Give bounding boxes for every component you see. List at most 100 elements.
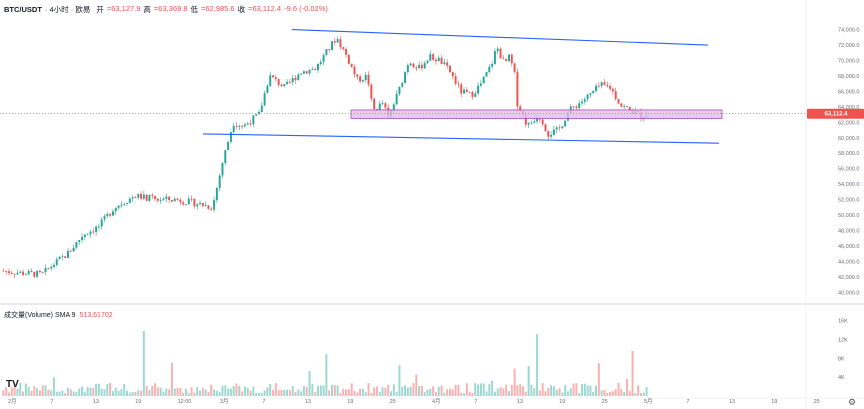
volume-bar (100, 388, 103, 396)
volume-bar (434, 392, 437, 396)
tradingview-logo-icon[interactable]: TV (6, 379, 19, 390)
candle-body (266, 85, 269, 94)
candle-body (142, 194, 145, 199)
volume-bar (522, 386, 524, 396)
candle-body (83, 234, 86, 237)
candle-body (592, 90, 595, 94)
volume-bar (477, 384, 480, 396)
candle-body (201, 202, 204, 207)
volume-bar (505, 384, 508, 396)
time-axis-label: 13 (517, 399, 523, 405)
symbol-label[interactable]: BTC/USDT (4, 4, 42, 14)
ohlc-readout: 开 =63,127.9 高 =63,369.8 低 =62,985.6 收 =63,11… (96, 4, 328, 15)
volume-bar (569, 388, 572, 396)
time-axis-label: 7 (262, 399, 265, 405)
volume-bar (184, 388, 187, 396)
volume-bar (345, 389, 348, 396)
candle-body (100, 219, 103, 227)
price-axis-label: 44,000.0 (838, 259, 859, 265)
candle-body (507, 54, 510, 62)
candle-body (493, 51, 496, 65)
volume-bar (620, 388, 623, 396)
candle-body (207, 205, 210, 209)
candle-body (373, 98, 376, 110)
volume-bar (117, 390, 120, 396)
candle-body (305, 71, 308, 74)
candle-body (589, 93, 592, 95)
upper-trendline[interactable] (291, 29, 709, 46)
volume-bar (544, 391, 547, 396)
volume-bar (128, 392, 131, 396)
volume-bar (215, 390, 218, 396)
volume-bar (493, 391, 496, 396)
candle-body (52, 264, 55, 267)
volume-bar (50, 390, 53, 396)
candle-body (552, 129, 555, 135)
volume-bar (229, 388, 232, 396)
volume-bar (404, 385, 407, 396)
candle-body (516, 71, 519, 107)
candle-body (75, 242, 78, 248)
volume-bar (97, 383, 100, 396)
high-label: 高 (143, 4, 151, 14)
price-axis-label: 64,000.0 (838, 105, 859, 111)
volume-bar (552, 386, 555, 396)
candle-body (347, 54, 350, 64)
volume-bar (564, 385, 567, 396)
time-axis-label: 25 (602, 399, 608, 405)
volume-bar (524, 391, 527, 396)
candle-body (97, 226, 100, 228)
candle-body (606, 84, 609, 87)
candle-body (81, 236, 84, 240)
candle-body (109, 214, 112, 216)
volume-bar (269, 384, 272, 396)
volume-bar (561, 392, 564, 396)
candle-body (491, 64, 494, 67)
candle-body (350, 63, 353, 67)
volume-bar (10, 387, 13, 396)
candle-body (140, 193, 143, 199)
open-label: 开 (96, 4, 104, 14)
support-zone-rectangle[interactable] (350, 109, 723, 119)
candle-body (182, 202, 185, 205)
volume-bar (454, 384, 457, 396)
candle-body (224, 150, 227, 164)
settings-gear-icon[interactable]: ⚙ (848, 397, 857, 407)
volume-bar (375, 386, 378, 396)
lower-trendline[interactable] (202, 133, 720, 144)
time-axis-label: 13 (93, 399, 99, 405)
volume-bar (165, 388, 168, 396)
volume-bar (331, 384, 334, 396)
volume-bar (409, 386, 412, 396)
interval-exchange-label[interactable]: · 4小时 · 欧易 (44, 4, 91, 14)
volume-bar (449, 388, 451, 396)
volume-bar (311, 383, 314, 396)
volume-bar (606, 392, 609, 396)
volume-axis-label: 4K (838, 375, 845, 381)
candle-body (221, 163, 224, 176)
volume-bar (156, 387, 159, 396)
candle-body (564, 120, 567, 127)
candle-body (423, 63, 426, 69)
candle-body (412, 63, 415, 68)
volume-bar (55, 391, 58, 396)
candle-body (137, 193, 140, 198)
candle-body (283, 83, 286, 87)
candle-body (8, 271, 11, 274)
volume-indicator-label[interactable]: 成交量(Volume) SMA 9 513.61702 (4, 310, 113, 320)
candle-body (184, 204, 187, 205)
candle-body (541, 119, 544, 125)
volume-bar (314, 391, 317, 396)
candle-body (620, 103, 623, 107)
volume-bar (446, 389, 449, 396)
volume-bar (465, 383, 468, 396)
candle-body (151, 195, 154, 197)
candle-body (426, 60, 429, 64)
volume-bar (628, 391, 631, 396)
volume-bar (83, 392, 86, 396)
volume-bar (603, 390, 606, 396)
candle-body (336, 39, 339, 43)
volume-bar (322, 385, 325, 396)
candle-body (173, 198, 176, 202)
